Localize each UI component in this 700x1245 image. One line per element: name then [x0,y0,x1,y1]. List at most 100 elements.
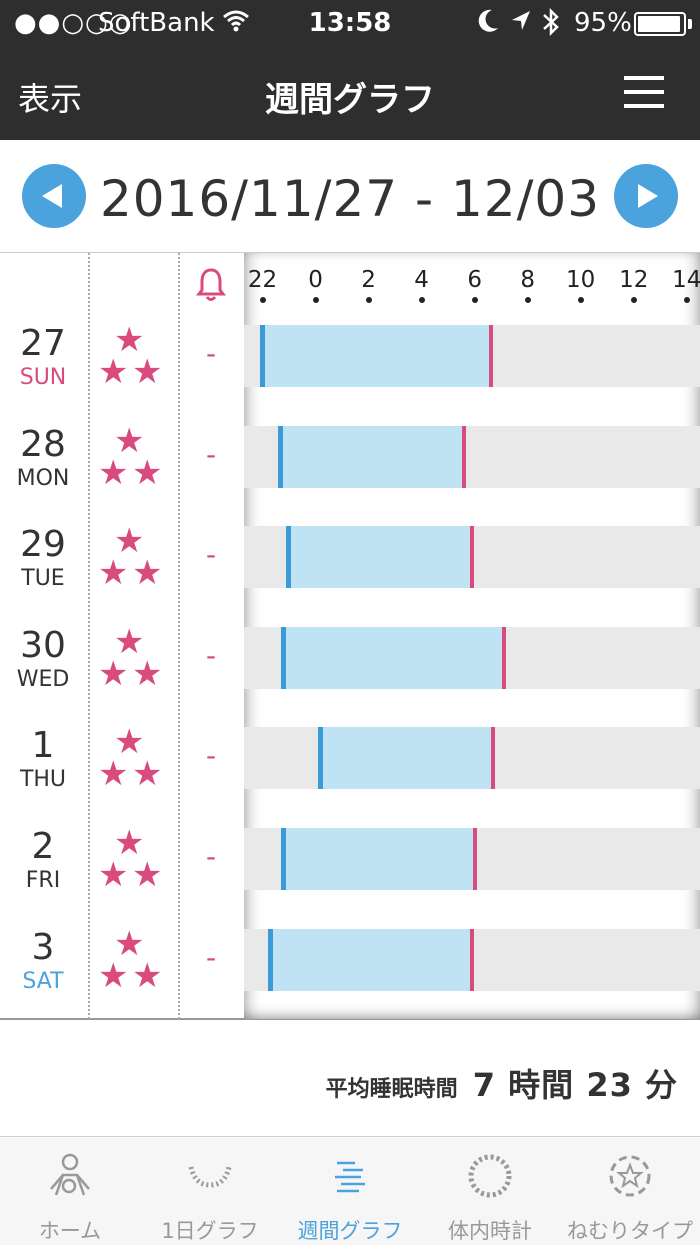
day-number: 1 [31,725,55,767]
clock-time: 13:58 [308,8,392,38]
x-tick-label: 22 [247,267,278,293]
day-number: 2 [31,826,55,867]
day-name: TUE [21,566,65,592]
day-number: 27 [20,323,66,364]
day-number: 3 [31,926,55,968]
week-selector: 2016/11/27 - 12/03 [0,140,700,252]
next-week-button[interactable] [614,164,678,228]
bell-icon [196,267,226,303]
star-icon: ★ [114,621,145,662]
body-clock-icon [465,1151,515,1201]
rating-stars: ★ ★ ★ [96,826,168,892]
tab-body-clock[interactable]: 体内時計 [420,1137,560,1245]
star-icon: ★ [132,553,163,594]
battery-icon [634,12,686,36]
top-bar: ●●○○○ SoftBank 13:58 95% 表示 週間グラフ [0,0,700,140]
column-divider [178,253,180,1019]
wifi-icon [222,8,250,39]
tab-label: 1日グラフ [161,1219,259,1243]
x-tick-label: 12 [619,267,649,293]
status-bar: ●●○○○ SoftBank 13:58 95% [0,0,700,48]
bedtime-marker [278,425,284,488]
signal-strength: ●●○○○ [14,8,133,38]
page-title: 週間グラフ [265,80,435,120]
x-tick-dot [312,297,319,303]
sleep-type-icon [605,1151,655,1201]
alarm-value: - [205,538,217,572]
carrier-name: SoftBank [98,8,215,38]
star-icon: ★ [114,823,145,863]
sleep-duration-bar [267,928,472,991]
average-sleep-value: 7 時間 23 分 [472,1066,678,1104]
rating-stars: ★ ★ ★ [96,927,168,993]
column-divider [88,253,90,1019]
wakeup-marker [488,325,493,387]
bedtime-marker [281,828,287,890]
sleep-duration-bar [259,325,491,387]
bedtime-marker [286,526,292,589]
wakeup-marker [472,828,477,890]
alarm-value: - [205,940,217,974]
date-range: 2016/11/27 - 12/03 [99,170,601,228]
x-tick-dot [524,297,531,303]
week-graph-icon [325,1151,375,1201]
x-tick-dot [365,297,372,303]
battery-percent: 95% [574,8,632,38]
alarm-value: - [205,638,217,672]
rating-stars: ★ ★ ★ [96,625,168,691]
alarm-value: - [205,739,217,773]
x-tick-dot [259,297,266,303]
day-name: SUN [19,365,67,390]
star-icon: ★ [114,320,145,360]
star-icon: ★ [98,352,129,392]
tab-day-graph[interactable]: 1日グラフ [140,1137,280,1245]
star-icon: ★ [114,722,145,763]
previous-week-button[interactable] [22,164,86,228]
bedtime-marker [267,928,273,991]
alarm-value: - [205,437,217,471]
star-icon: ★ [114,420,145,461]
sleep-chart: 22 0 2 4 6 8 10 12 14 [244,253,700,1019]
x-tick-label: 8 [520,267,535,293]
hamburger-icon[interactable] [624,76,664,108]
x-tick-dot [683,297,690,303]
x-tick-dot [630,297,637,303]
sleep-duration-bar [278,425,465,488]
rating-stars: ★ ★ ★ [96,424,168,490]
x-tick-dot [577,297,584,303]
day-name: WED [16,666,70,692]
bedtime-marker [259,325,265,387]
average-sleep-label: 平均睡眠時間 [325,1077,458,1102]
day-number: 28 [20,423,66,465]
tab-label: 週間グラフ [297,1219,403,1243]
rating-stars: ★ ★ ★ [96,725,168,791]
display-button[interactable]: 表示 [18,80,83,118]
tab-label: ホーム [38,1219,102,1243]
tab-home-person[interactable]: ホーム [0,1137,140,1245]
x-tick-label: 6 [467,267,482,293]
tab-label: ねむりタイプ [567,1219,693,1243]
bluetooth-icon [540,6,562,45]
star-icon: ★ [98,955,129,996]
location-arrow-icon [508,6,534,43]
rating-stars: ★ ★ ★ [96,524,168,590]
average-sleep: 平均睡眠時間 7 時間 23 分 [326,1060,678,1106]
arrow-right-icon [638,184,658,208]
tab-week-graph[interactable]: 週間グラフ [280,1137,420,1245]
star-icon: ★ [114,923,145,964]
star-icon: ★ [98,653,129,694]
wakeup-marker [470,928,474,991]
weekly-sleep-table: 22 0 2 4 6 8 10 12 14 27 SUN ★ ★ ★ -28 MON ★ ★ ★ -29 TUE ★ ★ ★… [0,252,700,1020]
wakeup-marker [501,626,506,689]
sleep-duration-bar [281,626,504,689]
tab-sleep-type[interactable]: ねむりタイプ [560,1137,700,1245]
star-icon: ★ [98,754,129,795]
day-number: 30 [20,624,66,666]
x-tick-label: 10 [566,267,596,293]
star-icon: ★ [132,653,163,694]
sleep-duration-bar [281,828,475,890]
moon-icon [476,6,502,43]
tab-label: 体内時計 [448,1219,532,1243]
day-name: MON [16,465,70,491]
wakeup-marker [470,526,474,589]
